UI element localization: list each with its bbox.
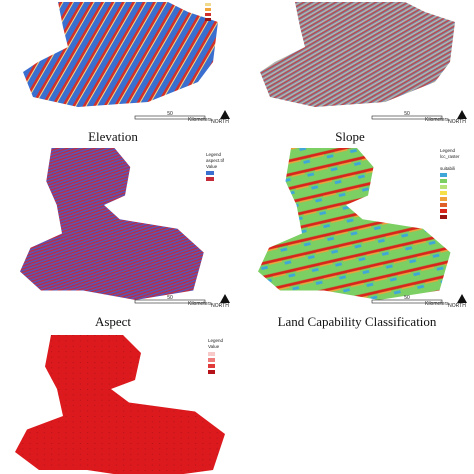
legend-subtitle: aspect.tif [206,158,225,163]
panel-title: Land Capability Classification [278,314,437,329]
legend-heading: Value [208,344,220,349]
legend-title: Legend [440,148,456,153]
north-label: NORTH [448,303,466,309]
legend-heading: Value [206,164,218,169]
lcc-map [258,148,451,300]
legend-title: Legend [208,338,224,343]
scale-unit: Kilometers [425,301,449,307]
scale-value: 50 [167,111,173,117]
legend-heading: suitabili [440,166,455,171]
scale-value: 50 [404,111,410,117]
north-label: NORTH [211,303,229,309]
legend-title: Legend [206,152,222,157]
suitability-map [15,335,226,474]
panel-title: Elevation [88,129,138,144]
north-label: NORTH [448,119,466,125]
scale-value: 50 [167,295,173,301]
scale-value: 50 [404,295,410,301]
legend-subtitle: lcc_raster [440,154,460,159]
aspect-map [20,148,204,300]
scale-unit: Kilometers [188,301,212,307]
panel-title: Aspect [95,314,131,329]
slope-map [260,2,455,107]
elevation-map [23,2,218,107]
panel-title: Slope [335,129,365,144]
scale-unit: Kilometers [188,117,212,123]
scale-unit: Kilometers [425,117,449,123]
north-label: NORTH [211,119,229,125]
